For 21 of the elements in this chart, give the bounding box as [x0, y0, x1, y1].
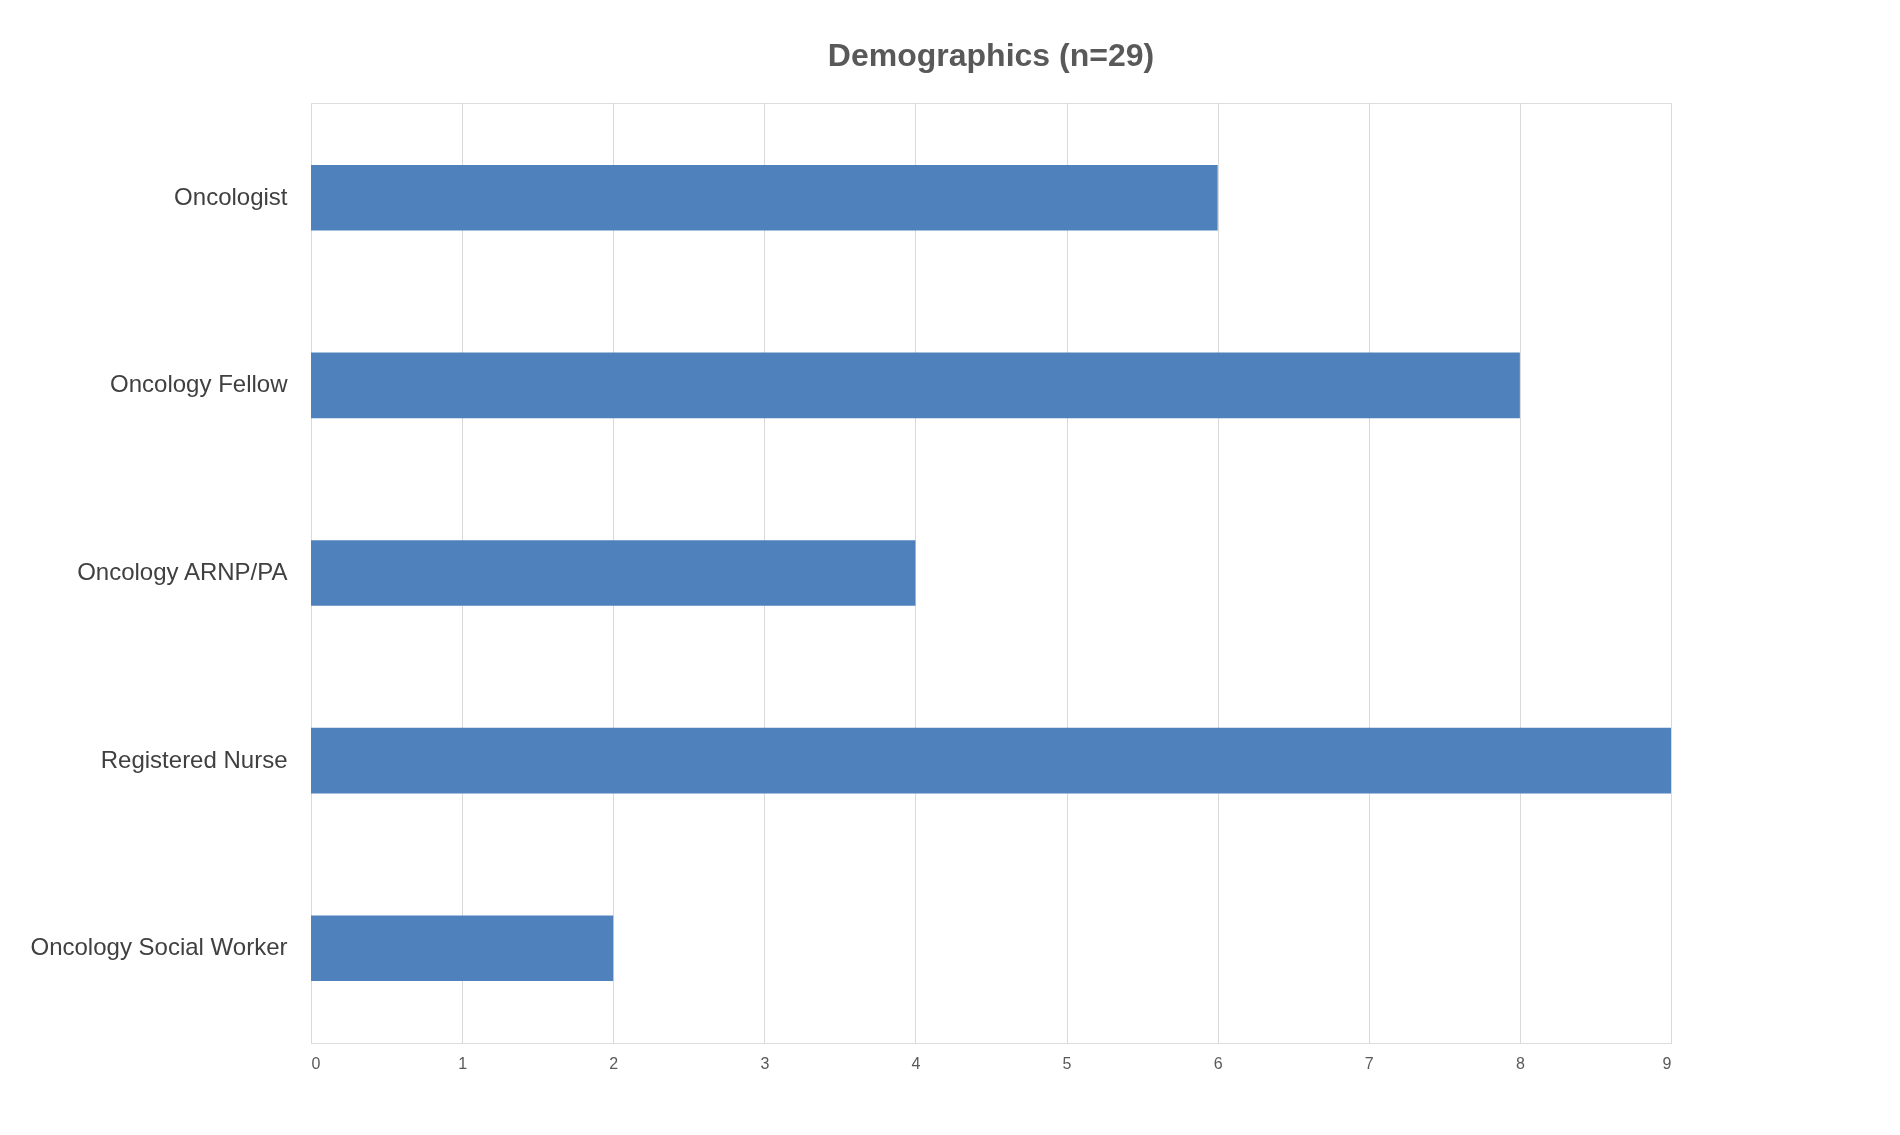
x-tick-label: 4: [911, 1054, 921, 1072]
bar: [311, 727, 1671, 794]
y-tick-label: Oncologist: [174, 182, 288, 210]
x-tick-label: 2: [609, 1054, 619, 1072]
x-tick-label: 6: [1213, 1054, 1223, 1072]
x-tick-label: 0: [311, 1054, 321, 1072]
bar: [311, 540, 916, 606]
x-tick-label: 5: [1062, 1054, 1072, 1072]
y-tick-label: Oncology ARNP/PA: [77, 558, 288, 585]
y-tick-label: Registered Nurse: [100, 745, 288, 773]
bar: [311, 352, 1520, 419]
y-tick-label: Oncology Social Worker: [30, 933, 288, 961]
x-tick-label: 3: [760, 1054, 770, 1072]
bar: [311, 164, 1218, 231]
chart-title: Demographics (n=29): [827, 37, 1155, 73]
bar: [311, 915, 614, 982]
x-tick-label: 1: [458, 1054, 468, 1072]
y-tick-label: Oncology Fellow: [110, 370, 289, 398]
x-tick-label: 9: [1662, 1054, 1672, 1072]
x-tick-label: 8: [1515, 1054, 1525, 1072]
x-tick-label: 7: [1364, 1054, 1374, 1072]
